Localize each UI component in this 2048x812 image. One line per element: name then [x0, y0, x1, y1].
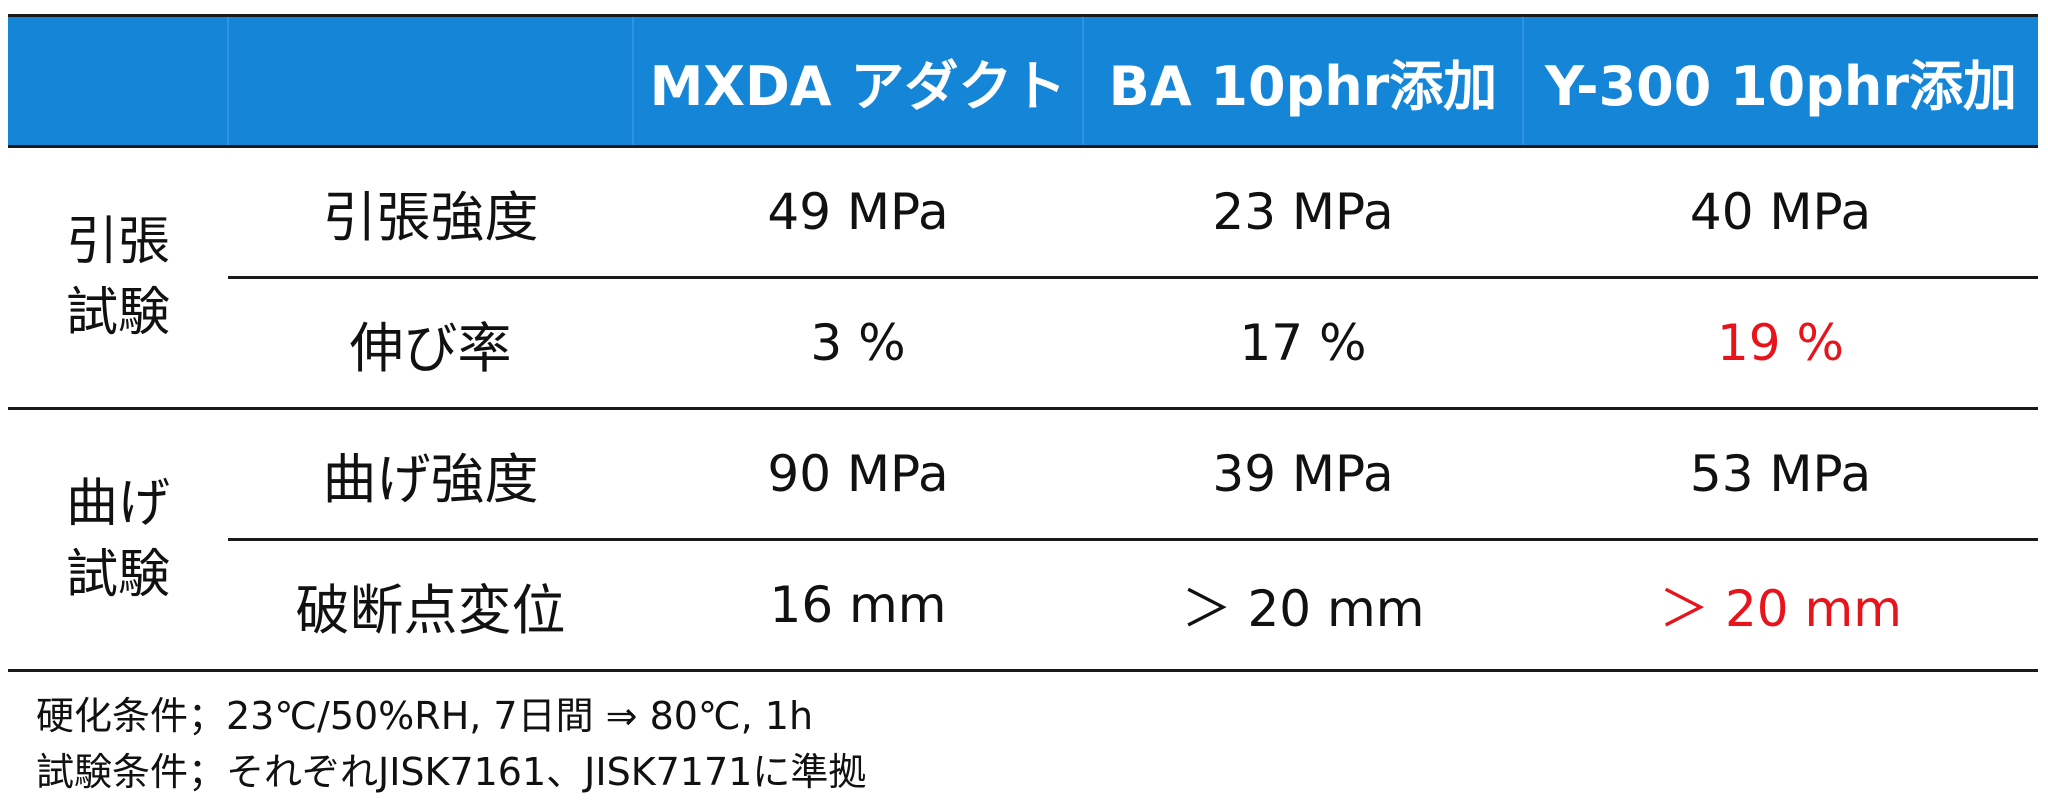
footnotes: 硬化条件；23℃/50%RH, 7日間 ⇒ 80℃, 1h 試験条件；それぞれJ…	[36, 688, 866, 800]
test-conditions-note: 試験条件；それぞれJISK7161、JISK7171に準拠	[36, 750, 867, 794]
results-table: MXDA アダクト BA 10phr添加 Y-300 10phr添加 引張 試験…	[8, 14, 2038, 672]
value-cell: 23 MPa	[1083, 146, 1523, 279]
table-row: 引張 試験 引張強度 49 MPa 23 MPa 40 MPa	[8, 146, 2038, 410]
results-table-container: MXDA アダクト BA 10phr添加 Y-300 10phr添加 引張 試験…	[8, 14, 2038, 672]
value-cell: 49 MPa	[633, 146, 1083, 279]
group-label-line: 引張	[65, 212, 170, 273]
header-mxda-adduct: MXDA アダクト	[632, 14, 1083, 148]
value-cell-highlighted: 19 %	[1523, 277, 2038, 410]
table-header-row: MXDA アダクト BA 10phr添加 Y-300 10phr添加	[8, 14, 2038, 148]
value-cell: ＞ 20 mm	[1083, 539, 1523, 672]
property-flexural-strength: 曲げ強度	[228, 408, 633, 541]
value-cell: 16 mm	[633, 539, 1083, 672]
header-empty-group	[8, 14, 228, 148]
group-label-line: 試験	[65, 544, 170, 605]
header-y300-10phr: Y-300 10phr添加	[1522, 14, 2038, 148]
curing-conditions-note: 硬化条件；23℃/50%RH, 7日間 ⇒ 80℃, 1h	[36, 694, 814, 738]
table-row: 曲げ 試験 曲げ強度 90 MPa 39 MPa 53 MPa	[8, 408, 2038, 672]
value-cell-highlighted: ＞ 20 mm	[1523, 539, 2038, 672]
group-label-bending-test: 曲げ 試験	[8, 408, 228, 672]
property-break-displacement: 破断点変位	[228, 539, 633, 672]
value-cell: 3 %	[633, 277, 1083, 410]
value-cell: 39 MPa	[1083, 408, 1523, 541]
table-row: 破断点変位 16 mm ＞ 20 mm ＞ 20 mm	[8, 539, 2038, 672]
header-ba-10phr: BA 10phr添加	[1082, 14, 1523, 148]
group-label-tensile-test: 引張 試験	[8, 146, 228, 410]
value-cell: 40 MPa	[1523, 146, 2038, 279]
value-cell: 90 MPa	[633, 408, 1083, 541]
group-label-line: 曲げ	[65, 474, 170, 535]
property-elongation: 伸び率	[228, 277, 633, 410]
property-tensile-strength: 引張強度	[228, 146, 633, 279]
table-row: 伸び率 3 % 17 % 19 %	[8, 277, 2038, 410]
header-empty-property	[227, 14, 633, 148]
value-cell: 17 %	[1083, 277, 1523, 410]
value-cell: 53 MPa	[1523, 408, 2038, 541]
group-label-line: 試験	[65, 282, 170, 343]
